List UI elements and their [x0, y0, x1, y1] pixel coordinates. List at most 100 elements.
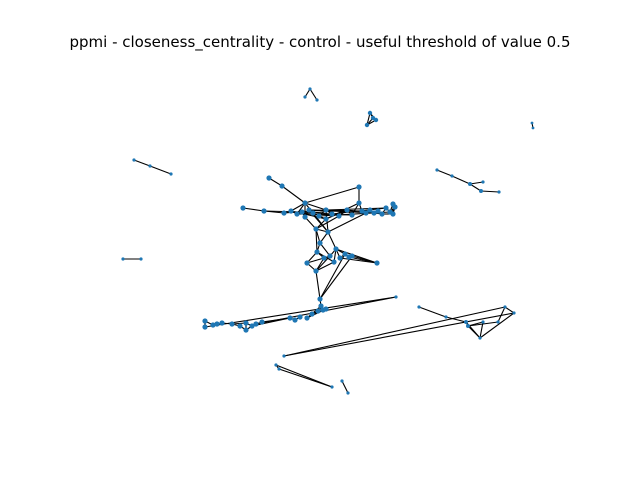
graph-node	[367, 110, 373, 116]
graph-node	[314, 249, 320, 255]
graph-node	[282, 354, 286, 358]
graph-node	[253, 321, 259, 327]
graph-edge	[309, 88, 318, 101]
graph-node	[394, 295, 398, 299]
graph-node	[243, 327, 249, 333]
graph-edge	[306, 257, 325, 264]
graph-node	[466, 324, 470, 328]
graph-node	[317, 296, 323, 302]
graph-edge	[304, 216, 317, 230]
graph-node	[346, 391, 350, 395]
graph-edges	[123, 88, 534, 394]
graph-edge	[204, 296, 397, 328]
graph-node	[356, 200, 362, 206]
graph-node	[512, 311, 516, 315]
graph-edge	[290, 202, 306, 212]
graph-node	[375, 208, 381, 214]
graph-node	[294, 211, 300, 217]
graph-edge	[315, 228, 318, 253]
graph-edge	[480, 190, 500, 193]
graph-node	[330, 385, 334, 389]
graph-edge	[418, 306, 447, 318]
graph-node	[313, 268, 319, 274]
graph-node	[281, 210, 287, 216]
graph-edge	[149, 165, 172, 175]
graph-edge	[325, 207, 387, 211]
graph-node	[302, 214, 308, 220]
graph-edge	[301, 211, 333, 215]
graph-edge	[479, 312, 515, 339]
graph-node	[148, 164, 152, 168]
graph-node	[323, 216, 329, 222]
graph-node	[349, 212, 355, 218]
graph-edge	[445, 316, 467, 323]
graph-node	[321, 255, 327, 261]
graph-node	[349, 253, 355, 259]
graph-edge	[351, 255, 378, 264]
graph-node	[323, 207, 329, 213]
graph-node	[337, 255, 343, 261]
graph-node	[331, 259, 337, 265]
graph-edge	[479, 321, 484, 339]
graph-node	[302, 200, 308, 206]
graph-node	[340, 379, 344, 383]
graph-edge	[436, 169, 453, 177]
graph-node	[503, 305, 507, 309]
graph-edge	[296, 209, 348, 215]
graph-node	[323, 306, 329, 312]
figure-title: ppmi - closeness_centrality - control - …	[69, 33, 571, 51]
graph-edge	[469, 181, 484, 185]
graph-node	[277, 367, 281, 371]
graph-node	[259, 319, 265, 325]
graph-edge	[281, 185, 306, 204]
graph-node	[363, 210, 369, 216]
graph-node	[169, 172, 173, 176]
graph-node	[308, 87, 312, 91]
graph-node	[287, 315, 293, 321]
graph-node	[210, 322, 216, 328]
graph-node	[274, 363, 278, 367]
graph-node	[481, 180, 485, 184]
graph-node	[266, 175, 272, 181]
graph-edge	[497, 306, 506, 323]
graph-edge	[341, 380, 349, 394]
graph-node	[481, 320, 485, 324]
graph-node	[496, 320, 500, 324]
graph-edge	[304, 202, 327, 211]
graph-node	[261, 208, 267, 214]
graph-edge	[451, 175, 471, 185]
graph-node	[417, 305, 421, 309]
graph-node	[531, 126, 535, 130]
graph-node	[450, 174, 454, 178]
graph-node	[390, 211, 396, 217]
graph-node	[297, 314, 303, 320]
graph-node	[237, 323, 243, 329]
graph-edge	[327, 231, 337, 250]
graph-node	[373, 117, 379, 123]
graph-node	[371, 210, 377, 216]
graph-node	[379, 211, 385, 217]
graph-node	[304, 260, 310, 266]
graph-node	[240, 205, 246, 211]
graph-node	[306, 207, 312, 213]
graph-edge	[319, 253, 346, 300]
graph-edge	[283, 306, 506, 357]
graph-node	[497, 190, 501, 194]
graph-node	[313, 226, 319, 232]
graph-node	[383, 205, 389, 211]
graph-edge	[467, 321, 499, 327]
graph-node	[315, 98, 319, 102]
graph-edge	[469, 183, 482, 192]
graph-node	[303, 95, 307, 99]
graph-edge	[275, 364, 333, 388]
graph-nodes	[121, 87, 535, 395]
graph-node	[367, 207, 373, 213]
graph-node	[304, 315, 310, 321]
graph-node	[344, 207, 350, 213]
graph-node	[356, 184, 362, 190]
graph-node	[468, 182, 472, 186]
graph-node	[292, 317, 298, 323]
graph-edge	[339, 257, 378, 264]
graph-node	[336, 213, 342, 219]
